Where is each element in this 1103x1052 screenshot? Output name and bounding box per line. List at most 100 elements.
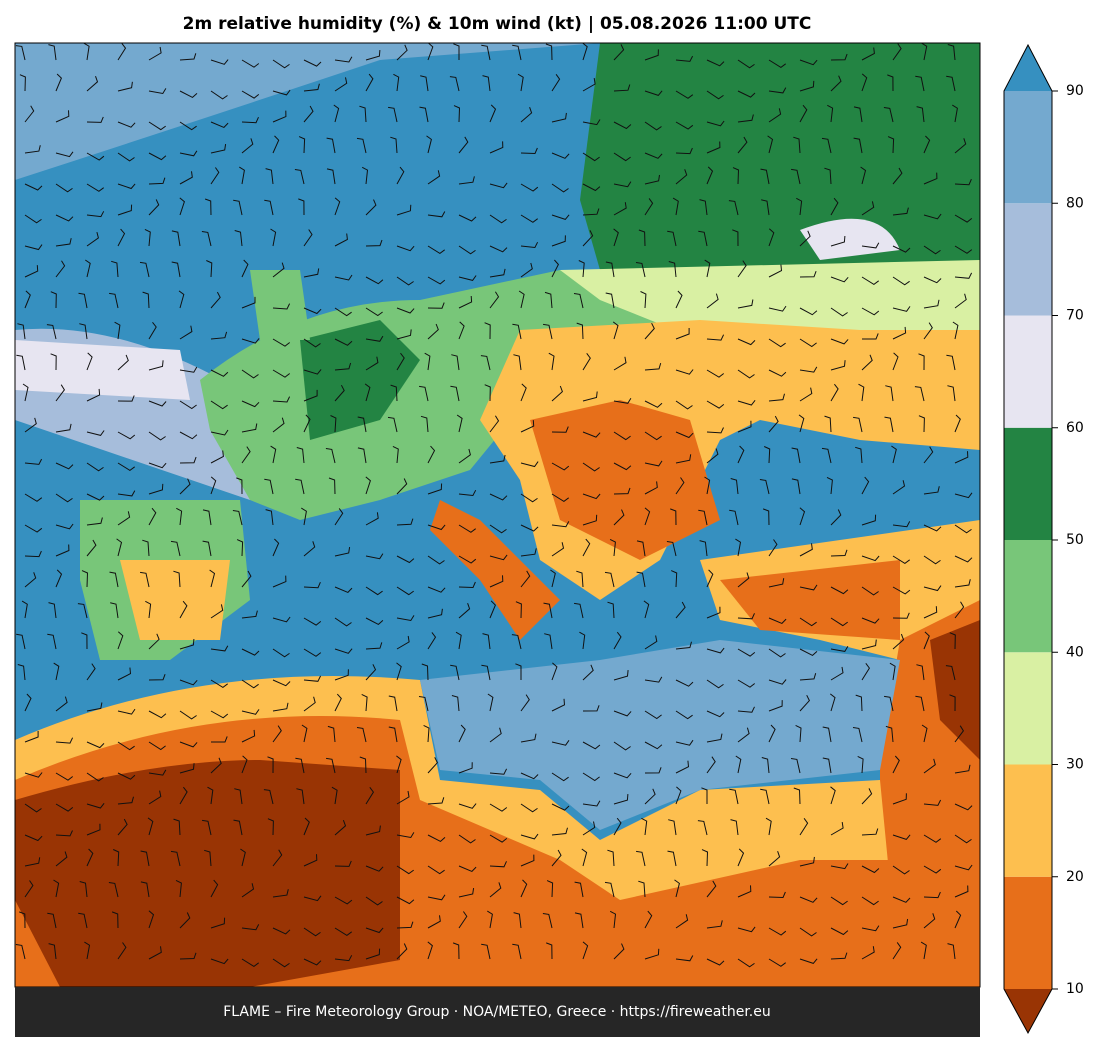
wind-barb xyxy=(458,555,477,564)
wind-barb xyxy=(365,199,377,216)
wind-barb xyxy=(520,524,539,532)
wind-barb xyxy=(148,769,167,776)
wind-barb xyxy=(241,90,260,99)
wind-barb xyxy=(272,958,290,968)
wind-barb xyxy=(489,882,502,898)
wind-barb xyxy=(706,120,725,127)
wind-barb xyxy=(148,46,162,61)
wind-barb xyxy=(737,445,745,464)
map-title: 2m relative humidity (%) & 10m wind (kt)… xyxy=(183,14,812,34)
wind-barb xyxy=(202,819,212,836)
wind-barb xyxy=(768,648,786,658)
wind-barb xyxy=(396,518,414,526)
wind-barb xyxy=(861,925,880,932)
wind-barb xyxy=(303,389,318,402)
wind-barb xyxy=(15,944,26,960)
wind-barb xyxy=(861,617,880,624)
wind-barb xyxy=(551,521,570,528)
wind-barb xyxy=(489,861,507,868)
wind-barb xyxy=(241,648,260,656)
wind-barb xyxy=(737,299,754,309)
wind-barb xyxy=(109,571,119,588)
wind-barb xyxy=(861,276,879,286)
wind-barb xyxy=(613,772,632,779)
wind-barb xyxy=(799,958,818,964)
wind-barb xyxy=(892,480,906,495)
wind-barb xyxy=(24,572,37,588)
wind-barb xyxy=(148,199,160,216)
wind-barb xyxy=(148,910,155,929)
wind-barb xyxy=(204,849,212,867)
wind-barb xyxy=(513,912,522,929)
wind-barb xyxy=(267,818,274,836)
wind-barb xyxy=(298,198,305,216)
wind-barb xyxy=(728,200,739,216)
wind-barb xyxy=(79,323,88,340)
wind-barb xyxy=(50,353,57,371)
wind-barb xyxy=(768,617,787,624)
wind-barb xyxy=(449,76,460,92)
wind-barb xyxy=(55,151,74,158)
wind-barb xyxy=(861,514,877,526)
wind-barb xyxy=(55,214,74,222)
wind-barb xyxy=(356,727,367,743)
wind-barb xyxy=(210,167,220,185)
wind-barb xyxy=(489,554,508,561)
wind-barb xyxy=(918,353,925,371)
wind-barb xyxy=(768,415,779,433)
wind-barb xyxy=(607,601,615,619)
wind-barb xyxy=(396,865,414,875)
wind-barb xyxy=(482,633,491,650)
wind-barb xyxy=(24,145,41,154)
wind-barb xyxy=(605,292,615,309)
wind-barb xyxy=(675,679,694,687)
wind-barb xyxy=(241,400,260,408)
wind-barb xyxy=(19,74,26,92)
wind-barb xyxy=(793,136,801,154)
wind-barb xyxy=(489,493,508,501)
wind-barb xyxy=(954,214,973,223)
wind-barb xyxy=(799,104,808,123)
wind-barb xyxy=(114,321,121,340)
wind-barb xyxy=(860,166,867,185)
wind-barb xyxy=(698,230,708,247)
wind-barb xyxy=(489,214,507,224)
wind-barb xyxy=(799,338,817,348)
colorbar-tick-label: 20 xyxy=(1066,869,1084,885)
wind-barb xyxy=(240,848,246,867)
wind-barb xyxy=(706,756,716,774)
wind-barb xyxy=(210,369,229,377)
wind-barb xyxy=(303,817,310,836)
wind-barb xyxy=(954,834,972,844)
wind-barb xyxy=(822,757,832,774)
wind-barb xyxy=(636,850,646,867)
wind-barb xyxy=(55,830,73,837)
wind-barb xyxy=(272,616,291,623)
wind-barb xyxy=(732,229,739,247)
wind-barb xyxy=(791,168,801,185)
wind-barb xyxy=(303,307,322,315)
wind-barb xyxy=(331,786,338,805)
wind-barb xyxy=(675,90,694,99)
wind-barb xyxy=(515,601,522,619)
wind-barb xyxy=(954,138,967,154)
wind-barb xyxy=(947,943,956,960)
wind-barb xyxy=(427,43,434,61)
wind-barb xyxy=(520,147,538,155)
wind-barb xyxy=(79,881,88,898)
wind-barb xyxy=(241,59,260,68)
wind-barb xyxy=(644,121,662,131)
wind-barb xyxy=(701,787,708,804)
wind-barb xyxy=(55,73,62,92)
wind-barb xyxy=(853,137,863,154)
wind-barb xyxy=(365,50,381,61)
wind-barb xyxy=(387,416,398,433)
wind-barb xyxy=(86,388,101,402)
wind-barb xyxy=(861,242,880,249)
wind-barb xyxy=(643,600,650,619)
wind-barb xyxy=(489,727,502,743)
wind-barb xyxy=(891,445,897,464)
wind-barb xyxy=(520,879,528,898)
wind-barb xyxy=(520,262,533,278)
wind-barb xyxy=(861,865,880,874)
